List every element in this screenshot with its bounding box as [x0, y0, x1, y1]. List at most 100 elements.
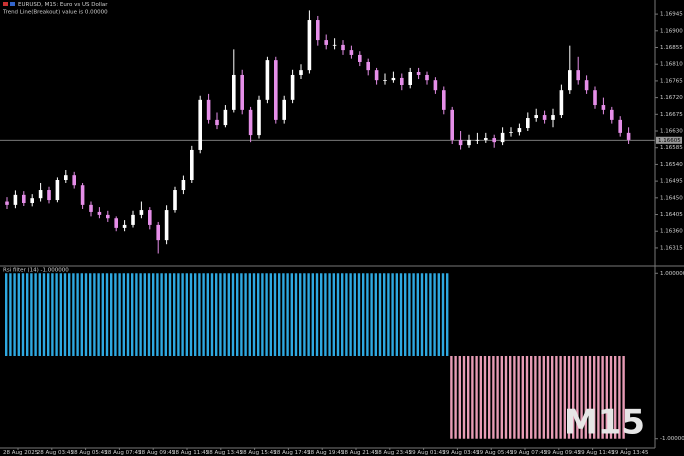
chart-title: EURUSD, M15: Euro vs US Dollar	[18, 2, 108, 8]
y-tick-label: 1.16765	[660, 78, 683, 84]
candle-body	[106, 214, 110, 219]
x-tick-label: 29 Aug 07:45	[510, 450, 548, 456]
histogram-bar	[551, 356, 554, 439]
histogram-bar	[63, 273, 67, 356]
histogram-bar	[126, 273, 130, 356]
histogram-bar	[328, 273, 331, 356]
x-tick-label: 29 Aug 05:45	[476, 450, 514, 456]
candle-body	[433, 80, 438, 91]
candle-body	[240, 74, 244, 110]
histogram-bar	[210, 273, 214, 356]
histogram-bar	[349, 273, 352, 356]
candle-body	[467, 139, 471, 146]
histogram-bar	[391, 273, 394, 356]
y-tick-label: -1.000000	[660, 436, 684, 442]
histogram-bar	[496, 356, 499, 439]
histogram-bar	[198, 273, 201, 356]
candle-body	[383, 80, 387, 81]
candle-body	[89, 204, 93, 212]
histogram-bar	[471, 356, 474, 439]
candle-body	[173, 190, 177, 211]
x-tick-label: 29 Aug 01:45	[409, 450, 447, 456]
y-tick-label: 1.16450	[660, 195, 683, 201]
candle-body	[366, 61, 370, 71]
histogram-bar	[303, 273, 306, 356]
candle-body	[257, 99, 261, 136]
histogram-bar	[26, 273, 29, 356]
x-tick-label: 29 Aug 03:45	[442, 450, 480, 456]
histogram-bar	[580, 356, 583, 439]
x-tick-label: 28 Aug 13:45	[206, 450, 244, 456]
x-tick-label: 28 Aug 11:45	[172, 450, 210, 456]
candle-body	[492, 138, 496, 143]
histogram-bar	[370, 273, 373, 356]
x-tick-label: 28 Aug 17:45	[273, 450, 311, 456]
y-tick-label: 1.000000	[660, 271, 684, 277]
histogram-bar	[231, 273, 235, 356]
candle-body	[223, 109, 228, 126]
histogram-bar	[84, 273, 88, 356]
histogram-bar	[521, 356, 524, 439]
histogram-bar	[219, 273, 222, 356]
candle-body	[274, 60, 278, 120]
candle-body	[391, 77, 396, 81]
histogram-bar	[51, 273, 54, 356]
y-tick-label: 1.16405	[660, 212, 683, 218]
histogram-bar	[244, 273, 247, 356]
candle-body	[80, 185, 85, 205]
candle-body	[618, 119, 622, 133]
x-tick-label: 28 Aug 23:45	[375, 450, 413, 456]
histogram-bar	[315, 273, 319, 356]
candle-body	[139, 210, 144, 215]
histogram-bar	[311, 273, 314, 356]
histogram-bar	[605, 356, 608, 439]
y-tick-label: 1.16945	[660, 12, 683, 18]
histogram-bar	[618, 356, 621, 439]
histogram-bar	[278, 273, 281, 356]
histogram-bar	[299, 273, 302, 356]
histogram-bar	[509, 356, 512, 439]
histogram-bar	[559, 356, 562, 439]
histogram-bar	[47, 273, 50, 356]
candle-body	[526, 118, 530, 129]
candle-body	[626, 132, 631, 140]
candle-body	[408, 72, 412, 85]
histogram-bar	[273, 273, 277, 356]
histogram-bar	[530, 356, 533, 439]
histogram-bar	[173, 273, 176, 356]
histogram-bar	[517, 356, 520, 439]
candle-body	[500, 132, 505, 143]
histogram-bar	[294, 273, 298, 356]
histogram-bar	[122, 273, 125, 356]
histogram-bar	[488, 356, 491, 439]
histogram-bar	[366, 273, 369, 356]
histogram-bar	[135, 273, 138, 356]
histogram-bar	[215, 273, 218, 356]
candle-body	[156, 224, 160, 241]
histogram-bar	[42, 273, 46, 356]
histogram-bar	[114, 273, 117, 356]
candle-body	[114, 218, 118, 228]
candle-body	[542, 115, 547, 120]
histogram-bar	[500, 356, 503, 439]
watermark: M15	[564, 403, 645, 443]
histogram-bar	[13, 273, 16, 356]
histogram-bar	[202, 273, 205, 356]
histogram-bar	[236, 273, 239, 356]
candle-body	[442, 90, 446, 110]
histogram-bar	[408, 273, 411, 356]
histogram-bar	[576, 356, 579, 439]
histogram-bar	[546, 356, 550, 439]
histogram-bar	[34, 273, 37, 356]
candle-body	[290, 74, 295, 100]
histogram-bar	[194, 273, 197, 356]
histogram-bar	[441, 273, 445, 356]
histogram-bar	[567, 356, 571, 439]
histogram-bar	[504, 356, 508, 439]
candle-body	[232, 74, 236, 110]
histogram-bar	[387, 273, 390, 356]
candle-body	[198, 99, 202, 150]
indicator-label: Trend Line(Breakout) value is 0.00000	[2, 10, 108, 16]
histogram-bar	[572, 356, 575, 439]
